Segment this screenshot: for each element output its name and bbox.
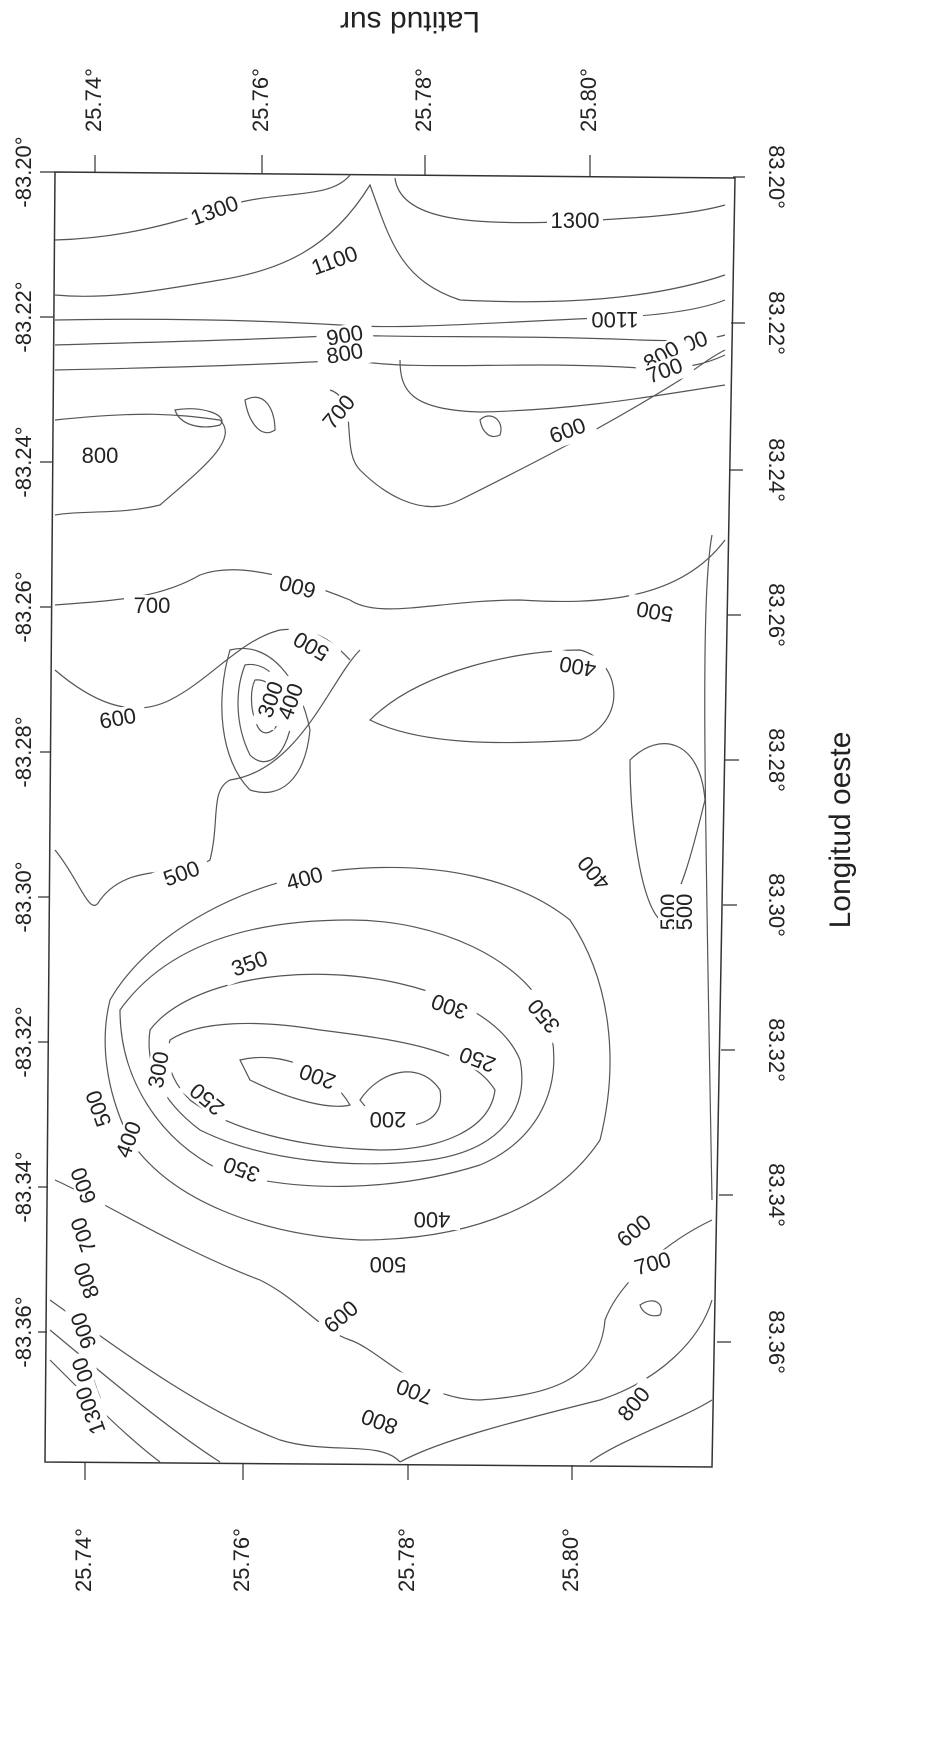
right-tick-label: 83.28°	[764, 728, 789, 792]
label-mask	[64, 1299, 106, 1361]
contour-label: 1100	[591, 307, 638, 332]
label-mask	[64, 1154, 106, 1216]
label-mask	[404, 1206, 460, 1230]
label-mask	[634, 351, 696, 393]
label-mask	[517, 985, 573, 1045]
label-mask	[219, 944, 281, 986]
right-tick-label: 83.36°	[764, 1310, 789, 1374]
label-mask	[151, 854, 213, 896]
left-tick-label: -83.28°	[11, 716, 36, 787]
label-mask	[349, 1399, 411, 1441]
bottom-tick-label: 25.76°	[229, 1528, 254, 1592]
label-mask	[548, 648, 608, 682]
left-tick-label: -83.26°	[11, 571, 36, 642]
label-mask	[587, 306, 643, 330]
label-mask	[143, 1040, 177, 1100]
label-mask	[625, 593, 685, 627]
label-mask	[605, 1204, 665, 1260]
tick-marks	[38, 155, 745, 1480]
label-mask	[109, 1109, 151, 1171]
label-mask	[267, 566, 329, 604]
label-mask	[271, 671, 313, 733]
label-mask	[67, 1249, 109, 1311]
label-mask	[274, 861, 336, 899]
label-mask	[88, 703, 148, 737]
map-frame	[44, 171, 736, 1468]
left-tick-label: -83.34°	[11, 1151, 36, 1222]
axis-title: Latitud sur	[340, 5, 480, 38]
label-mask	[419, 984, 481, 1026]
label-mask	[64, 1204, 106, 1266]
label-mask	[567, 842, 623, 902]
label-mask	[304, 241, 366, 283]
bottom-tick-label: 25.74°	[71, 1528, 96, 1592]
contour-label: 1300	[551, 208, 600, 233]
left-tick-label: -83.32°	[11, 1006, 36, 1077]
label-mask	[79, 1077, 121, 1139]
label-mask	[315, 338, 375, 372]
left-tick-label: -83.24°	[11, 426, 36, 497]
contour-lines	[49, 174, 726, 1463]
label-mask	[674, 884, 698, 940]
label-mask	[72, 445, 128, 469]
right-tick-label: 83.24°	[764, 438, 789, 502]
label-mask	[281, 620, 343, 670]
right-tick-label: 83.32°	[764, 1018, 789, 1082]
label-mask	[251, 669, 293, 731]
label-mask	[287, 1054, 349, 1096]
top-tick-label: 25.76°	[248, 68, 273, 132]
contour-label: 700	[134, 593, 171, 618]
contour-label: 800	[82, 443, 119, 468]
top-tick-label: 25.80°	[576, 68, 601, 132]
label-mask	[547, 210, 603, 234]
contour-label: 600	[277, 570, 319, 604]
label-mask	[178, 1070, 238, 1126]
label-mask	[312, 1290, 372, 1346]
label-mask	[211, 1147, 273, 1189]
contour-label: 500	[672, 894, 697, 931]
left-tick-label: -83.36°	[11, 1296, 36, 1367]
bottom-tick-label: 25.80°	[558, 1528, 583, 1592]
contour-label: 500	[370, 1252, 407, 1277]
right-tick-label: 83.30°	[764, 873, 789, 937]
contour-label: 400	[284, 862, 326, 896]
label-mask	[312, 383, 368, 443]
contour-label: 400	[414, 1207, 451, 1232]
right-tick-label: 83.20°	[764, 145, 789, 209]
label-mask	[124, 595, 180, 619]
label-mask	[537, 411, 599, 453]
contour-label: 200	[370, 1107, 407, 1132]
label-mask	[71, 1379, 113, 1441]
right-tick-label: 83.26°	[764, 583, 789, 647]
top-tick-label: 25.78°	[411, 68, 436, 132]
label-mask	[622, 1246, 684, 1284]
right-tick-label: 83.34°	[764, 1163, 789, 1227]
left-tick-label: -83.22°	[11, 281, 36, 352]
label-mask	[360, 1251, 416, 1275]
label-mask	[360, 1106, 416, 1130]
left-tick-label: -83.20°	[11, 136, 36, 207]
top-tick-label: 25.74°	[81, 68, 106, 132]
label-mask	[447, 1037, 509, 1079]
label-mask	[384, 1369, 446, 1411]
bottom-tick-label: 25.78°	[394, 1528, 419, 1592]
axis-title: Longitud oeste	[824, 732, 857, 929]
label-mask	[184, 191, 246, 233]
left-tick-label: -83.30°	[11, 861, 36, 932]
right-tick-label: 83.22°	[764, 291, 789, 355]
contour-label: 700	[632, 1247, 674, 1281]
label-mask	[607, 1375, 663, 1435]
